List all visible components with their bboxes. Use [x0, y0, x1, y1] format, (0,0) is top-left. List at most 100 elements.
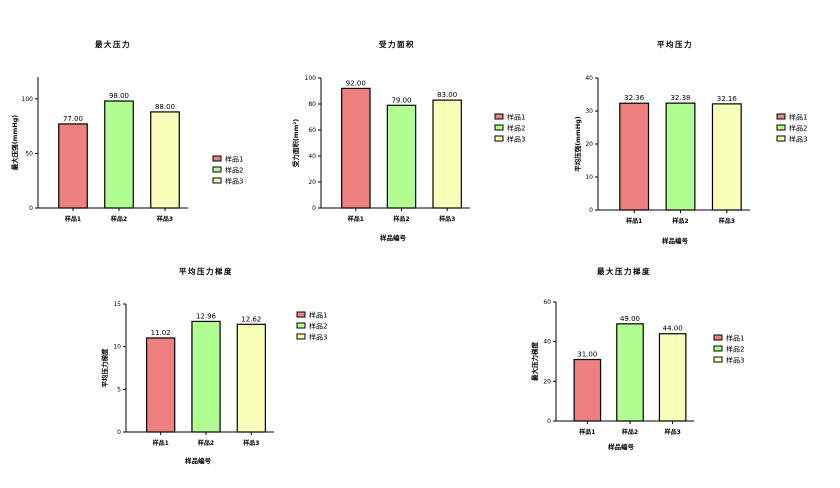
legend-swatch [212, 155, 222, 162]
chart-1: 最大压力 0 50 100 最大压强(mmHg) 77.00 样品1 98.00 样品2 88.0… [10, 39, 243, 223]
y-tick-label: 15 [113, 301, 121, 308]
data-label: 92.00 [346, 79, 366, 87]
data-label: 32.38 [670, 94, 690, 102]
chart-title: 最大压力 [95, 39, 131, 49]
x-axis-title: 样品编号 [608, 442, 635, 451]
legend-swatch [212, 177, 222, 184]
legend-label: 样品1 [225, 155, 243, 164]
y-tick-label: 20 [543, 378, 551, 385]
legend-swatch [296, 322, 306, 329]
legend-label: 样品2 [507, 124, 525, 133]
y-tick-label: 0 [589, 207, 593, 214]
x-tick-label: 样品3 [719, 217, 735, 225]
y-tick-label: 50 [25, 150, 33, 157]
legend-swatch [713, 356, 723, 363]
legend-label: 样品1 [309, 311, 327, 320]
y-tick-label: 60 [308, 127, 316, 134]
bar-1 [146, 337, 176, 433]
chart-5: 最大压力梯度 0 20 40 60 最大压力梯度 31.00 样品1 49.00 样品2 44.00… [530, 266, 744, 451]
x-tick-label: 样品1 [348, 215, 364, 223]
x-tick-label: 样品2 [198, 439, 214, 447]
x-tick-label: 样品3 [243, 439, 259, 447]
y-tick-label: 10 [585, 174, 593, 181]
bar-3 [658, 333, 687, 422]
data-label: 49.00 [620, 315, 640, 323]
data-label: 79.00 [391, 96, 411, 104]
legend-label: 样品3 [789, 135, 807, 144]
chart-title: 平均压力梯度 [179, 266, 233, 276]
legend-label: 样品2 [726, 345, 744, 354]
data-label: 88.00 [155, 103, 175, 111]
x-axis-title: 样品编号 [380, 233, 407, 242]
bar-3 [150, 111, 180, 209]
legend-swatch [776, 113, 786, 120]
bar-2 [665, 102, 696, 211]
y-axis-title: 最大压力梯度 [530, 342, 539, 382]
y-tick-label: 20 [585, 141, 593, 148]
y-axis-title: 平均压强(mmHg) [573, 116, 582, 172]
x-tick-label: 样品2 [111, 215, 127, 223]
x-tick-label: 样品2 [622, 428, 638, 436]
legend-label: 样品3 [225, 177, 243, 186]
chart-3: 平均压力 0 10 20 30 40 平均压强(mmHg) 32.36 样品1 32.38 样品2 3… [573, 39, 807, 245]
x-tick-label: 样品3 [157, 215, 173, 223]
data-label: 44.00 [663, 325, 683, 333]
chart-2: 受力面积 0 20 40 60 80 100 受力面积(mm²) 92.00 样品1 79.00 样品… [291, 39, 525, 242]
bar-3 [432, 99, 462, 209]
y-tick-label: 40 [585, 75, 593, 82]
bar-2 [386, 104, 417, 209]
data-label: 32.36 [624, 94, 645, 102]
data-label: 12.62 [241, 315, 261, 323]
y-tick-label: 0 [117, 429, 121, 436]
data-label: 98.00 [109, 92, 129, 100]
bar-1 [58, 123, 88, 209]
legend-swatch [494, 135, 504, 142]
chart-title: 平均压力 [657, 39, 693, 49]
bar-1 [341, 87, 371, 209]
data-label: 12.96 [196, 312, 217, 320]
x-axis-title: 样品编号 [185, 456, 212, 465]
data-label: 83.00 [437, 91, 457, 99]
y-axis-title: 受力面积(mm²) [291, 119, 300, 167]
x-tick-label: 样品2 [672, 217, 688, 225]
y-tick-label: 0 [29, 205, 33, 212]
bar-2 [616, 323, 644, 422]
legend-swatch [713, 345, 723, 352]
y-tick-label: 0 [547, 418, 551, 425]
bar-1 [573, 358, 602, 422]
legend-swatch [776, 124, 786, 131]
bar-3 [711, 103, 742, 211]
y-tick-label: 100 [22, 96, 34, 103]
data-label: 77.00 [63, 115, 83, 123]
y-tick-label: 10 [113, 344, 121, 351]
legend-label: 样品2 [789, 124, 807, 133]
x-tick-label: 样品1 [579, 428, 595, 436]
legend-swatch [296, 333, 306, 340]
legend-label: 样品2 [309, 322, 327, 331]
x-tick-label: 样品1 [153, 439, 169, 447]
legend-label: 样品1 [789, 113, 807, 122]
legend-swatch [494, 124, 504, 131]
legend-swatch [212, 166, 222, 173]
data-label: 31.00 [577, 351, 597, 359]
x-tick-label: 样品1 [65, 215, 81, 223]
x-tick-label: 样品2 [393, 215, 409, 223]
bar-2 [191, 320, 221, 433]
y-tick-label: 20 [308, 179, 316, 186]
y-tick-label: 40 [308, 153, 316, 160]
legend-swatch [296, 311, 306, 318]
y-tick-label: 40 [543, 339, 551, 346]
y-tick-label: 60 [543, 299, 551, 306]
x-axis-title: 样品编号 [662, 236, 689, 245]
legend-label: 样品3 [726, 356, 744, 365]
x-tick-label: 样品3 [665, 428, 681, 436]
chart-4: 平均压力梯度 0 5 10 15 平均压力梯度 11.02 样品1 12.96 样品2 12.62 样… [100, 266, 327, 465]
y-tick-label: 5 [117, 386, 121, 393]
data-label: 32.16 [717, 95, 738, 103]
legend-label: 样品3 [507, 135, 525, 144]
chart-title: 最大压力梯度 [597, 266, 651, 276]
bar-2 [104, 100, 134, 209]
legend-swatch [776, 135, 786, 142]
y-tick-label: 0 [312, 205, 316, 212]
